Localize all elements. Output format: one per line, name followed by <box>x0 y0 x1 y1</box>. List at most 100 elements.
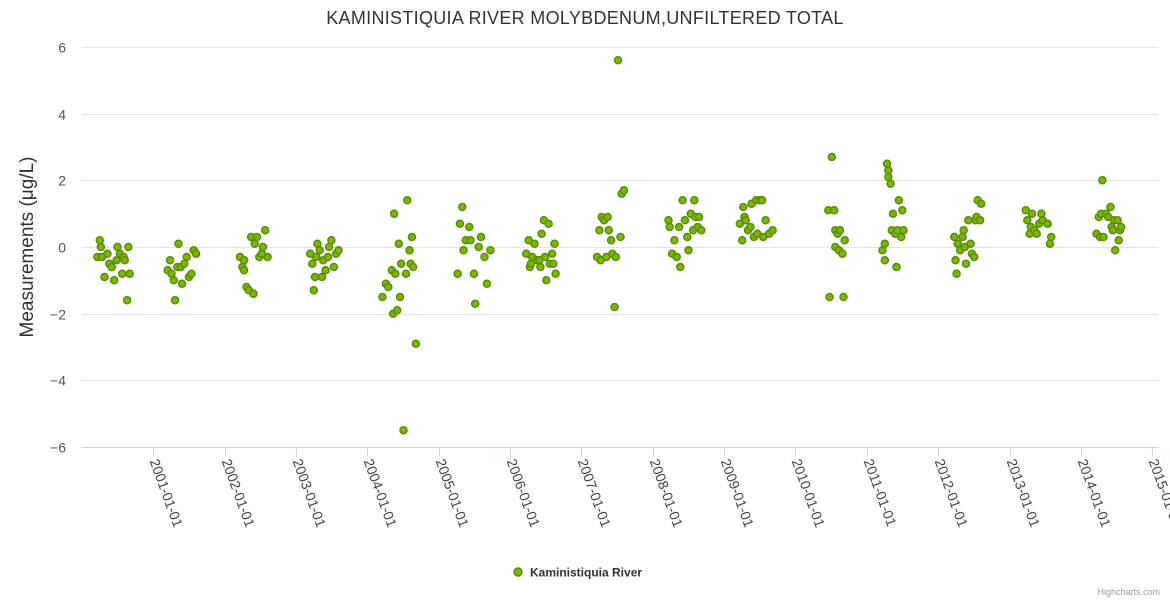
data-point[interactable] <box>1023 216 1032 225</box>
data-point[interactable] <box>840 236 849 245</box>
data-point[interactable] <box>540 252 550 262</box>
data-point[interactable] <box>95 236 105 245</box>
data-point[interactable] <box>459 246 468 255</box>
data-point[interactable] <box>551 269 560 278</box>
data-point[interactable] <box>310 272 320 282</box>
data-point[interactable] <box>1099 232 1108 242</box>
data-point[interactable] <box>683 232 692 242</box>
data-point[interactable] <box>249 289 258 298</box>
data-point[interactable] <box>530 239 539 248</box>
data-point[interactable] <box>394 239 404 248</box>
data-point[interactable] <box>536 262 545 272</box>
data-point[interactable] <box>411 339 421 348</box>
data-point[interactable] <box>469 269 479 278</box>
data-point[interactable] <box>239 256 249 265</box>
data-point[interactable] <box>100 272 109 282</box>
data-point[interactable] <box>674 222 684 232</box>
data-point[interactable] <box>476 232 486 242</box>
data-point[interactable] <box>311 252 321 262</box>
data-point[interactable] <box>384 282 393 292</box>
data-point[interactable] <box>951 256 960 265</box>
data-point[interactable] <box>239 266 249 275</box>
data-point[interactable] <box>466 236 475 245</box>
data-point[interactable] <box>408 262 418 272</box>
data-point[interactable] <box>1110 246 1120 255</box>
data-point[interactable] <box>544 219 553 228</box>
data-point[interactable] <box>124 242 133 252</box>
data-point[interactable] <box>458 202 467 212</box>
data-point[interactable] <box>665 222 674 232</box>
data-point[interactable] <box>327 236 336 245</box>
data-point[interactable] <box>892 262 901 272</box>
data-point[interactable] <box>182 252 191 262</box>
data-point[interactable] <box>882 159 892 168</box>
data-point[interactable] <box>975 216 985 225</box>
data-point[interactable] <box>465 222 474 232</box>
data-point[interactable] <box>405 246 414 255</box>
data-point[interactable] <box>107 262 116 272</box>
data-point[interactable] <box>1106 202 1115 212</box>
credits-link[interactable]: Highcharts.com <box>1097 587 1160 597</box>
data-point[interactable] <box>169 276 179 285</box>
data-point[interactable] <box>392 306 402 315</box>
data-point[interactable] <box>324 242 334 252</box>
data-point[interactable] <box>894 196 904 205</box>
data-point[interactable] <box>959 226 968 235</box>
data-point[interactable] <box>187 269 196 278</box>
data-point[interactable] <box>611 252 621 262</box>
data-point[interactable] <box>191 249 201 258</box>
data-point[interactable] <box>407 232 417 242</box>
data-point[interactable] <box>1046 232 1056 242</box>
data-point[interactable] <box>606 236 616 245</box>
data-point[interactable] <box>402 196 412 205</box>
data-point[interactable] <box>610 302 619 312</box>
data-point[interactable] <box>899 226 908 235</box>
data-point[interactable] <box>603 212 612 222</box>
data-point[interactable] <box>1021 206 1031 215</box>
data-point[interactable] <box>739 202 748 212</box>
data-point[interactable] <box>125 269 134 278</box>
data-point[interactable] <box>122 296 132 305</box>
data-point[interactable] <box>976 199 986 208</box>
data-point[interactable] <box>317 272 327 282</box>
data-point[interactable] <box>839 292 848 302</box>
data-point[interactable] <box>399 426 408 435</box>
data-point[interactable] <box>482 279 492 288</box>
data-point[interactable] <box>401 269 411 278</box>
data-point[interactable] <box>761 216 770 225</box>
data-point[interactable] <box>888 209 898 218</box>
data-point[interactable] <box>396 259 406 268</box>
data-point[interactable] <box>96 242 106 252</box>
data-point[interactable] <box>378 292 387 302</box>
data-point[interactable] <box>672 252 681 262</box>
data-point[interactable] <box>486 246 495 255</box>
data-point[interactable] <box>690 196 699 205</box>
data-point[interactable] <box>964 216 973 225</box>
data-point[interactable] <box>619 186 629 195</box>
data-point[interactable] <box>757 196 767 205</box>
data-point[interactable] <box>547 249 557 258</box>
data-point[interactable] <box>453 269 462 278</box>
data-point[interactable] <box>391 269 400 278</box>
data-point[interactable] <box>1027 209 1037 218</box>
data-point[interactable] <box>664 216 673 225</box>
data-point[interactable] <box>680 216 690 225</box>
data-point[interactable] <box>694 212 704 222</box>
data-point[interactable] <box>1108 226 1118 235</box>
data-point[interactable] <box>113 242 122 252</box>
data-point[interactable] <box>177 279 187 288</box>
data-point[interactable] <box>950 232 959 242</box>
data-point[interactable] <box>308 259 317 268</box>
series-kaministiquia-river[interactable] <box>93 56 1126 435</box>
data-point[interactable] <box>549 259 558 268</box>
data-point[interactable] <box>616 232 625 242</box>
data-point[interactable] <box>323 252 333 262</box>
data-point[interactable] <box>112 256 121 265</box>
data-point[interactable] <box>470 299 480 308</box>
data-point[interactable] <box>542 276 551 285</box>
data-point[interactable] <box>737 236 747 245</box>
data-point[interactable] <box>604 226 614 235</box>
data-point[interactable] <box>480 252 489 262</box>
data-point[interactable] <box>958 232 967 242</box>
data-point[interactable] <box>768 226 777 235</box>
